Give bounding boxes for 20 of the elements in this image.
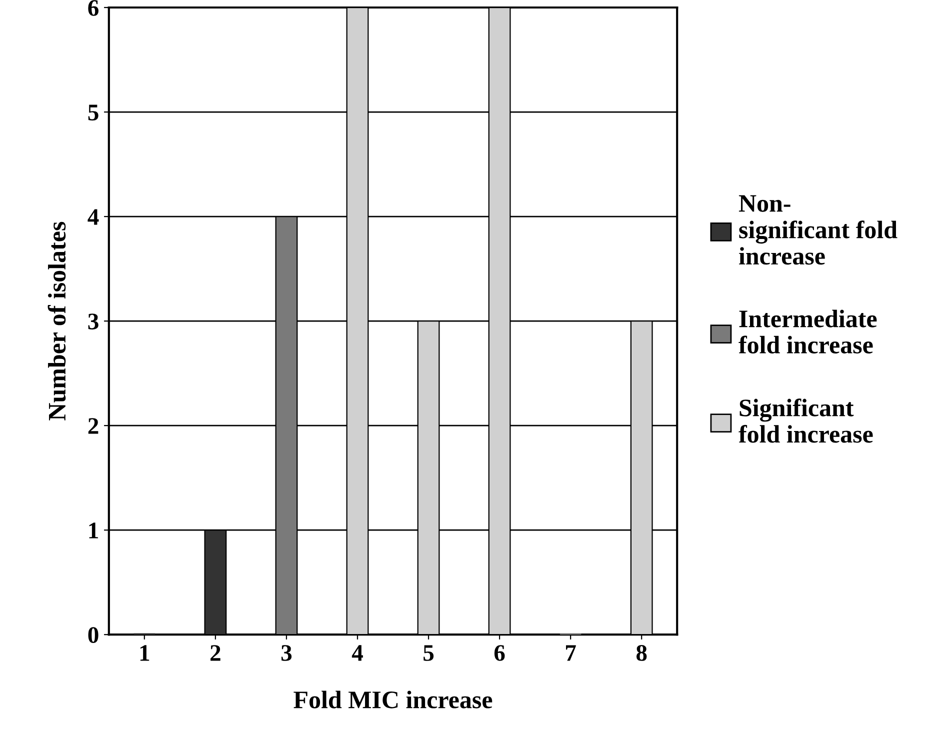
x-tick-label: 5	[424, 645, 434, 661]
x-tick-label: 2	[210, 645, 220, 661]
y-tick-label: 5	[88, 104, 98, 120]
x-axis-title: Fold MIC increase	[294, 690, 492, 708]
y-tick-label: 4	[88, 209, 99, 225]
x-tick-label: 3	[281, 645, 292, 661]
legend-label: Non- significant fold increase	[738, 195, 898, 265]
y-tick-label: 1	[89, 522, 98, 538]
x-tick-label: 4	[352, 645, 363, 661]
y-tick-label: 3	[88, 314, 98, 330]
legend-label: Intermediate fold increase	[738, 310, 877, 354]
x-tick-label: 1	[140, 645, 150, 661]
y-axis-title: Number of isolates	[48, 222, 66, 420]
y-tick-label: 2	[88, 418, 98, 434]
x-tick-label: 7	[566, 645, 576, 661]
x-tick-label: 6	[494, 645, 505, 661]
legend-label: Significant fold increase	[738, 398, 873, 443]
x-tick-label: 8	[636, 645, 647, 661]
y-tick-label: 0	[88, 627, 98, 644]
y-tick-label: 6	[88, 0, 98, 16]
